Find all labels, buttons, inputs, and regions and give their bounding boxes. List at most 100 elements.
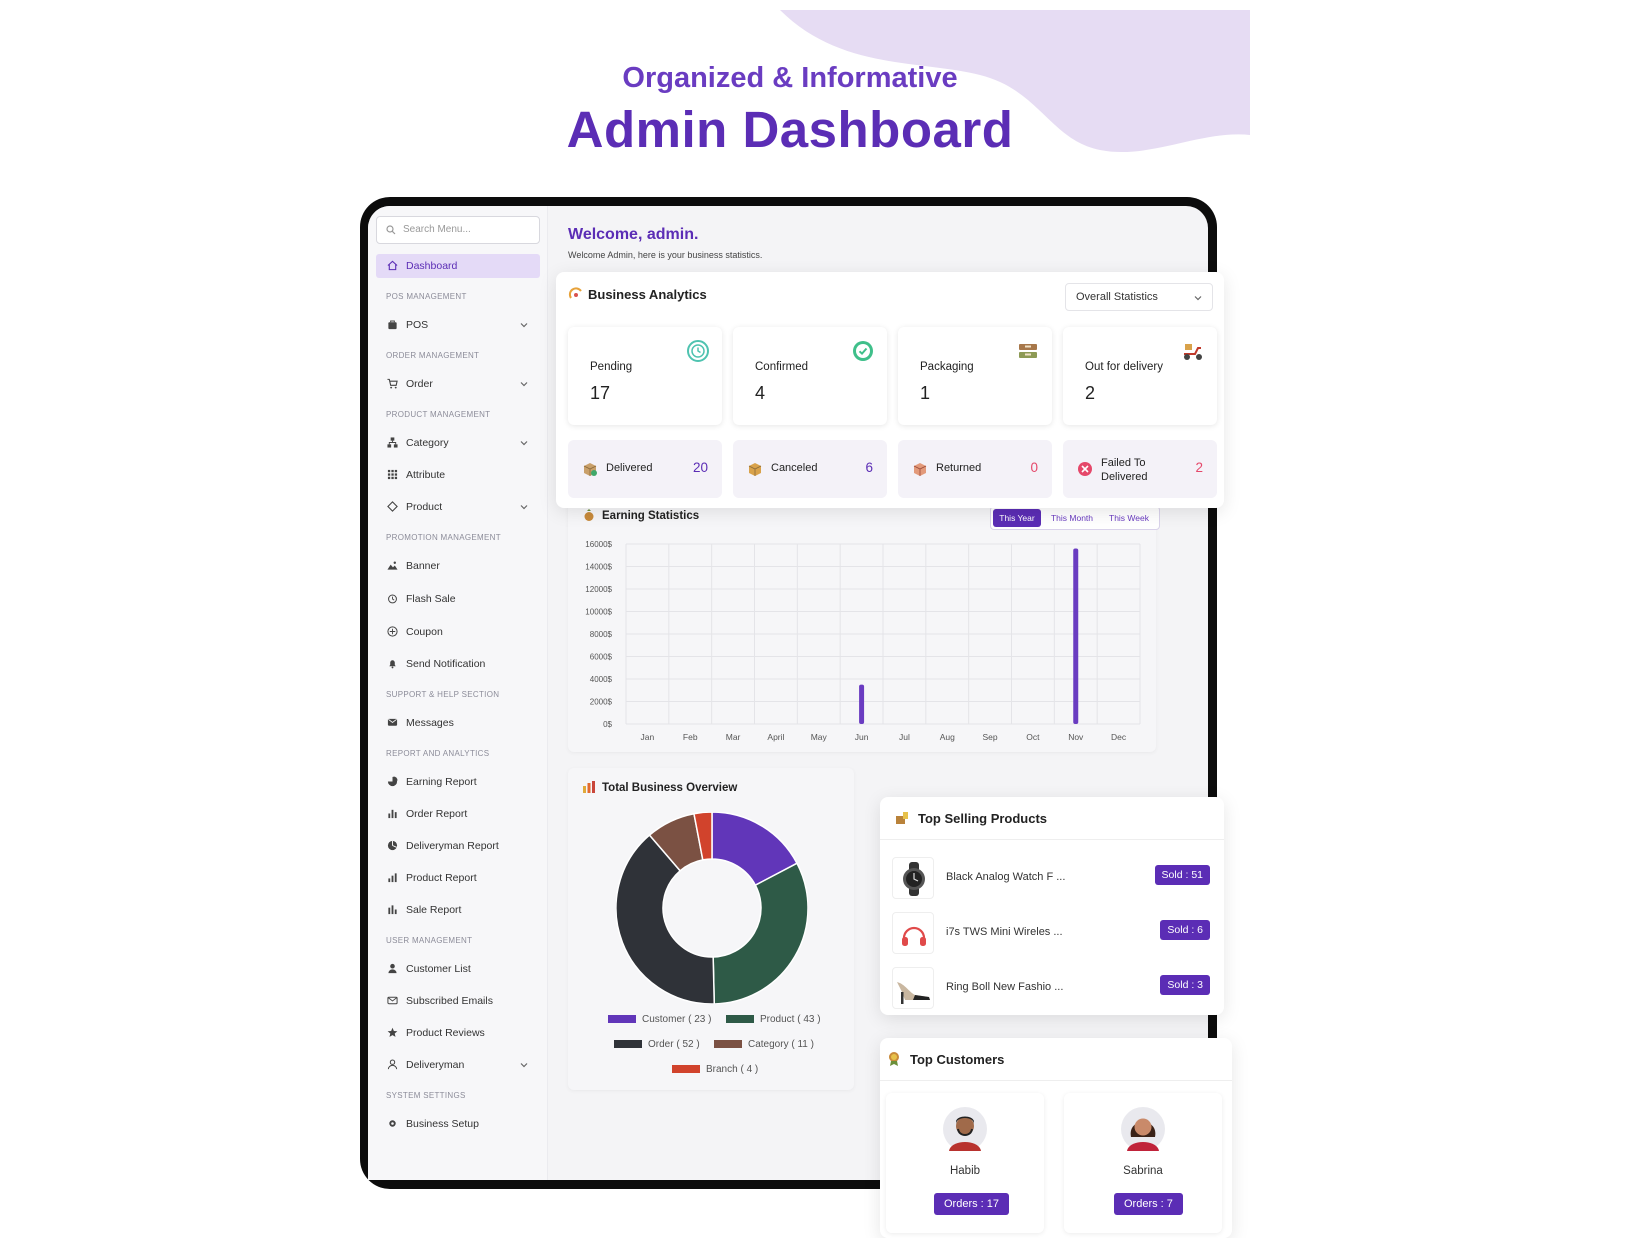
hero-title: Admin Dashboard [566, 101, 1014, 158]
sidebar-item-dashboard[interactable]: Dashboard [376, 254, 540, 278]
sidebar-item-order-report[interactable]: Order Report [376, 802, 540, 826]
bag-icon [388, 320, 397, 330]
stat-canceled[interactable]: Canceled 6 [733, 440, 887, 498]
stat-value: 2 [1195, 460, 1203, 475]
sidebar-item-business-setup[interactable]: Business Setup [376, 1112, 540, 1136]
avatar [1121, 1107, 1165, 1151]
sidebar-item-label: Send Notification [406, 658, 486, 670]
earning-tabs: This Year This Month This Week [990, 506, 1160, 530]
home-icon [387, 260, 398, 271]
tab-this-year[interactable]: This Year [993, 509, 1041, 527]
sidebar-item-sale-report[interactable]: Sale Report [376, 898, 540, 922]
bar-nov[interactable] [1073, 548, 1079, 725]
sidebar-item-pos[interactable]: POS [376, 313, 540, 337]
sidebar-item-send-notification[interactable]: Send Notification [376, 652, 540, 676]
stat-packaging[interactable]: Packaging 1 [898, 327, 1052, 425]
product-thumbnail [892, 857, 934, 899]
statistics-filter-select[interactable]: Overall Statistics [1065, 283, 1213, 311]
stat-label: Out for delivery [1085, 361, 1163, 373]
sidebar-item-product[interactable]: Product [376, 495, 540, 519]
legend-label: Customer ( 23 ) [642, 1014, 712, 1025]
product-row[interactable]: Black Analog Watch F ... Sold : 51 [892, 853, 1210, 905]
hero-subtitle: Organized & Informative [622, 62, 958, 94]
customer-card[interactable]: Sabrina Orders : 7 [1064, 1093, 1222, 1233]
chevron-down-icon [520, 382, 528, 387]
product-name: i7s TWS Mini Wireles ... [946, 926, 1063, 938]
stat-label: Pending [590, 361, 633, 373]
slice-branch[interactable] [693, 812, 713, 861]
statistics-filter-value: Overall Statistics [1076, 291, 1158, 303]
stat-label: Delivered [606, 462, 653, 474]
sidebar-item-product-reviews[interactable]: Product Reviews [376, 1021, 540, 1045]
headphones-icon [902, 926, 926, 946]
section-order-management: ORDER MANAGEMENT [386, 351, 480, 360]
bar-jun[interactable] [859, 684, 865, 724]
top-customers-title: Top Customers [910, 1052, 1005, 1067]
legend-category: Category ( 11 ) [714, 1039, 814, 1050]
y-tick-label: 4000$ [590, 675, 613, 684]
stat-value: 2 [1085, 383, 1096, 403]
sold-badge: Sold : 3 [1160, 975, 1210, 995]
stat-label: Failed To Delivered [1101, 456, 1147, 484]
sidebar-item-deliveryman-report[interactable]: Deliveryman Report [376, 834, 540, 858]
earning-bar-chart: 0$ 2000$ 4000$ 6000$ 8000$ 10000$ 12000$ 14000$… [585, 540, 1141, 742]
sold-badge: Sold : 6 [1160, 920, 1210, 940]
stat-value: 1 [920, 383, 931, 403]
sidebar-item-category[interactable]: Category [376, 431, 540, 455]
sidebar-item-product-report[interactable]: Product Report [376, 866, 540, 890]
sidebar-item-banner[interactable]: Banner [376, 554, 540, 578]
legend-label: Order ( 52 ) [648, 1039, 700, 1050]
search-placeholder: Search Menu... [403, 224, 471, 235]
tab-this-month[interactable]: This Month [1050, 513, 1094, 523]
sidebar-item-label: Deliveryman [406, 1059, 465, 1071]
sidebar-item-coupon[interactable]: Coupon [376, 620, 540, 644]
sidebar-item-flash-sale[interactable]: Flash Sale [376, 587, 540, 611]
stat-confirmed[interactable]: Confirmed 4 [733, 327, 887, 425]
y-tick-label: 10000$ [585, 608, 612, 617]
sidebar-item-earning-report[interactable]: Earning Report [376, 770, 540, 794]
product-row[interactable]: Ring Boll New Fashio ... Sold : 3 [892, 963, 1210, 1015]
sidebar-item-messages[interactable]: Messages [376, 711, 540, 735]
sidebar-item-attribute[interactable]: Attribute [376, 463, 540, 487]
stat-failed-to-delivered[interactable]: Failed To Delivered 2 [1063, 440, 1217, 498]
avatar [943, 1107, 987, 1151]
x-tick-label: May [811, 732, 828, 742]
watch-icon [903, 862, 925, 896]
product-row[interactable]: i7s TWS Mini Wireles ... Sold : 6 [892, 908, 1210, 960]
sidebar-item-customer-list[interactable]: Customer List [376, 957, 540, 981]
chevron-down-icon [1194, 296, 1202, 301]
sidebar-item-subscribed-emails[interactable]: Subscribed Emails [376, 989, 540, 1013]
legend-swatch [714, 1040, 742, 1049]
y-tick-label: 12000$ [585, 585, 612, 594]
legend-product: Product ( 43 ) [726, 1014, 821, 1025]
business-overview-donut [616, 812, 808, 1004]
sidebar-item-order[interactable]: Order [376, 372, 540, 396]
sidebar-item-deliveryman[interactable]: Deliveryman [376, 1053, 540, 1077]
envelope-icon [387, 996, 398, 1005]
y-tick-label: 0$ [603, 720, 612, 729]
sidebar-item-label: Customer List [406, 963, 471, 975]
stat-pending[interactable]: Pending 17 [568, 327, 722, 425]
sidebar-item-label: Product Report [406, 872, 477, 884]
customer-card[interactable]: Habib Orders : 17 [886, 1093, 1044, 1233]
stat-returned[interactable]: Returned 0 [898, 440, 1052, 498]
chevron-down-icon [520, 505, 528, 510]
legend-label: Product ( 43 ) [760, 1014, 821, 1025]
stat-delivered[interactable]: Delivered 20 [568, 440, 722, 498]
top-selling-products-card: Top Selling Products Black Analog Watch … [880, 797, 1224, 1015]
sidebar-item-label: Order [406, 378, 433, 390]
stat-label: Packaging [920, 361, 974, 373]
section-promotion-management: PROMOTION MANAGEMENT [386, 533, 501, 542]
stat-value: 4 [755, 383, 766, 403]
slice-product[interactable] [712, 862, 808, 1004]
chart-emoji-icon [583, 781, 595, 793]
tab-this-week[interactable]: This Week [1109, 513, 1149, 523]
x-tick-label: Oct [1026, 732, 1040, 742]
user-outline-icon [387, 1059, 398, 1070]
pie-chart-icon [387, 776, 398, 787]
sidebar-item-label: Sale Report [406, 904, 462, 916]
slice-order[interactable] [616, 834, 716, 1004]
search-input[interactable]: Search Menu... [376, 216, 540, 244]
user-icon [388, 963, 397, 974]
stat-out-for-delivery[interactable]: Out for delivery 2 [1063, 327, 1217, 425]
